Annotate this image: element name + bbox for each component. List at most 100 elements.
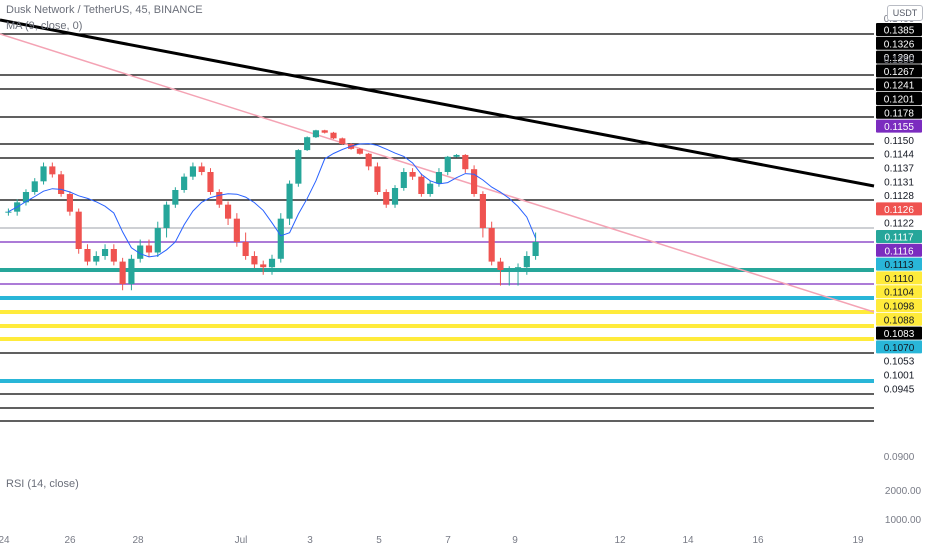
candle-body <box>224 204 232 219</box>
rsi-axis: 2000.00 1000.00 <box>885 486 922 526</box>
price-label: 0.1137 <box>876 161 922 175</box>
price-label: 0.1083 <box>876 326 922 340</box>
price-label-text: 0.1053 <box>884 357 915 368</box>
price-label-text: 0.1001 <box>884 371 915 382</box>
price-label: 0.1088 <box>876 312 922 326</box>
price-label-box <box>876 78 922 92</box>
candle-body <box>497 261 504 270</box>
x-tick-label: 7 <box>445 535 451 546</box>
time-axis[interactable]: 24 26 28 Jul 3 5 7 9 12 14 16 19 <box>0 535 864 546</box>
ma-legend: MA (9, close, 0) <box>6 20 83 32</box>
price-label-text: 0.1290 <box>884 53 915 64</box>
candle-body <box>479 194 486 228</box>
price-label-box <box>876 381 922 395</box>
candle-body <box>268 258 276 268</box>
price-label: 0.1104 <box>876 285 922 299</box>
candle-body <box>216 192 223 205</box>
price-label: 0.1001 <box>876 368 922 382</box>
candle-body <box>119 261 126 284</box>
currency-button[interactable]: USDT <box>887 5 923 21</box>
price-label-text: 0.1110 <box>884 274 914 285</box>
price-label-text: 0.1131 <box>884 177 914 188</box>
candle-body <box>488 228 495 262</box>
candle-body <box>189 166 196 177</box>
candle-body <box>339 138 346 144</box>
price-label-text: 0.1088 <box>884 315 915 326</box>
price-label: 0.1128 <box>876 188 922 202</box>
price-label-box <box>876 174 922 188</box>
candle-body <box>40 166 47 182</box>
ma-line <box>8 143 537 258</box>
candle-body <box>31 181 38 192</box>
candle-body <box>514 267 522 270</box>
price-label-box <box>876 271 922 285</box>
candle-body <box>383 192 390 205</box>
price-label: 0.1131 <box>876 174 922 188</box>
price-label: 0.1290 <box>876 50 922 64</box>
price-label-box <box>876 36 922 50</box>
candle-body <box>312 130 320 138</box>
price-label-text: 0.1113 <box>884 260 914 271</box>
candle-body <box>22 192 30 203</box>
candle-body <box>471 169 478 194</box>
candle-body <box>75 211 82 249</box>
price-label-box <box>876 312 922 326</box>
price-label-text: 0.0945 <box>884 384 915 395</box>
candle-body <box>400 172 407 188</box>
x-tick-label: 14 <box>682 535 694 546</box>
candle-body <box>49 166 56 175</box>
candle-body <box>242 242 249 256</box>
price-label: 0.1053 <box>876 354 922 368</box>
price-axis[interactable]: 0.1385 0.1326 0.1290 0.1267 0.1241 0.1201 0.11… <box>876 14 922 463</box>
candle-body <box>532 242 539 256</box>
x-tick-label: 28 <box>132 535 144 546</box>
price-label: 0.1326 <box>876 36 922 50</box>
price-label-box <box>876 105 922 119</box>
candle-body <box>418 176 425 194</box>
candle-body <box>365 153 372 167</box>
candle-body <box>427 183 434 194</box>
rsi-tick-label: 2000.00 <box>885 486 922 497</box>
trendline <box>0 18 875 188</box>
x-tick-label: 26 <box>64 535 76 546</box>
price-label-text: 0.1144 <box>884 150 914 161</box>
price-label-text: 0.1117 <box>884 233 914 244</box>
candle-body <box>172 190 179 205</box>
price-label-text: 0.1201 <box>884 95 915 106</box>
horizontal-levels <box>0 33 874 422</box>
candle-body <box>137 245 144 259</box>
price-label-text: 0.1241 <box>884 81 915 92</box>
candle-body <box>101 249 109 256</box>
price-label-text: 0.1104 <box>884 288 914 299</box>
price-label-box <box>876 216 922 230</box>
candle-body <box>356 148 363 154</box>
price-label-text: 0.1267 <box>884 67 915 78</box>
price-label-box <box>876 243 922 257</box>
price-label-box <box>876 119 922 133</box>
y-tick-label: 0.1350 <box>884 55 915 66</box>
candle-body <box>444 156 451 172</box>
price-label-text: 0.1128 <box>884 191 914 202</box>
rsi-tick-label: 1000.00 <box>885 515 922 526</box>
price-label-text: 0.1116 <box>884 246 914 257</box>
candle-body <box>128 258 135 284</box>
y-tick-label: 0.0900 <box>884 452 915 463</box>
price-label: 0.1267 <box>876 64 922 78</box>
candle-body <box>260 264 267 268</box>
candle-body <box>154 228 161 253</box>
candle-body <box>163 204 170 228</box>
price-label-box <box>876 299 922 312</box>
candle-body <box>330 132 337 139</box>
price-label-text: 0.1122 <box>884 219 914 230</box>
x-tick-label: 16 <box>752 535 764 546</box>
candle-body <box>207 172 214 192</box>
price-label: 0.1155 <box>876 119 922 133</box>
price-label-text: 0.1083 <box>884 329 915 340</box>
rsi-legend: RSI (14, close) <box>6 478 79 490</box>
candle-body <box>181 176 188 190</box>
candle-body <box>506 270 513 271</box>
x-tick-label: 5 <box>376 535 382 546</box>
price-label-box <box>876 230 922 243</box>
price-label: 0.1144 <box>876 147 922 161</box>
